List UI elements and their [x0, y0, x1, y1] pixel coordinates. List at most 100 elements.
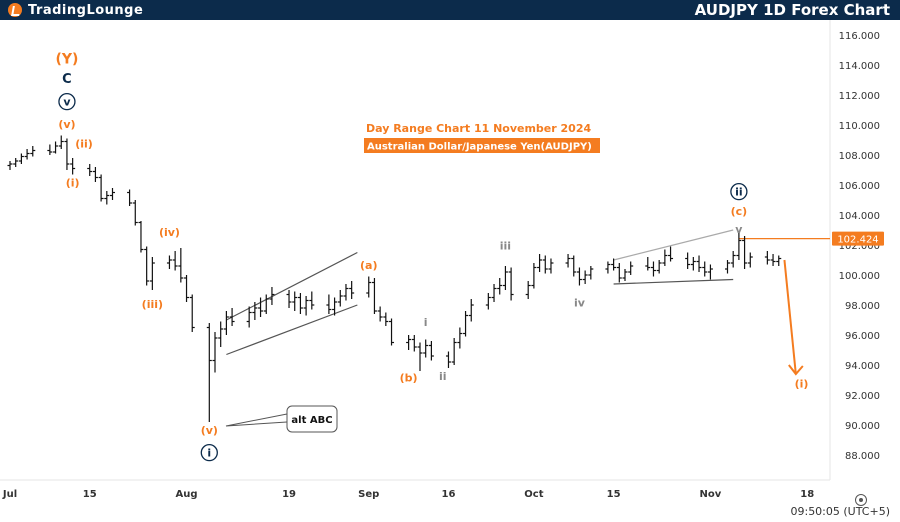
candle — [502, 266, 508, 290]
price-chart[interactable]: 88.000 90.000 92.000 94.000 96.000 98.000 100.… — [0, 20, 900, 522]
candle — [668, 246, 674, 262]
wave-label: (ii) — [75, 138, 93, 151]
x-tick-label: 15 — [83, 489, 97, 500]
wave-label: (b) — [400, 372, 418, 385]
candle — [206, 323, 212, 422]
candle — [189, 294, 195, 332]
candle — [571, 255, 577, 277]
y-tick-label: 116.000 — [839, 31, 880, 42]
x-tick-label: 19 — [282, 489, 296, 500]
candle — [371, 278, 377, 314]
forecast-arrow — [783, 259, 797, 375]
candle — [132, 200, 138, 226]
candle — [366, 276, 372, 298]
logo: TradingLounge — [8, 2, 143, 18]
candle — [98, 174, 104, 202]
candle — [309, 291, 315, 310]
candle — [406, 335, 412, 350]
candle — [13, 158, 19, 167]
candle — [685, 252, 691, 269]
wave-label: (iii) — [142, 298, 163, 311]
wave-label: (v) — [201, 424, 218, 437]
candle — [223, 311, 229, 335]
candle — [389, 318, 395, 346]
y-tick-label: 110.000 — [839, 121, 880, 132]
subtitle-date: Day Range Chart 11 November 2024 — [366, 122, 591, 135]
candle — [349, 281, 355, 299]
candle — [742, 236, 748, 269]
x-tick-label: 18 — [800, 489, 814, 500]
subtitle-pair-bg — [364, 138, 600, 153]
x-tick-label: Nov — [700, 489, 722, 500]
wave-label: i — [424, 316, 428, 329]
candle — [58, 135, 64, 149]
candle — [229, 308, 235, 326]
trendline-triangle-upper — [613, 229, 734, 261]
candle — [611, 258, 617, 271]
candle — [628, 261, 634, 275]
candle — [292, 291, 298, 311]
callout-pointer — [225, 413, 288, 427]
candle — [696, 255, 702, 272]
candle — [258, 297, 264, 317]
x-tick-label: Aug — [176, 489, 198, 500]
candle — [725, 260, 730, 274]
y-tick-label: 90.000 — [845, 421, 880, 432]
candle — [576, 267, 582, 286]
x-tick-label: Jul — [2, 489, 17, 500]
candle — [445, 351, 451, 368]
candle — [110, 188, 115, 200]
candle — [656, 260, 662, 274]
candle — [730, 251, 736, 268]
wave-label: (Y) — [55, 52, 78, 68]
candle — [736, 233, 742, 260]
candle — [463, 311, 469, 337]
wave-label-circle — [200, 443, 218, 462]
candle — [417, 342, 423, 371]
candle — [537, 254, 543, 272]
wave-label: (a) — [360, 259, 377, 272]
candle — [70, 158, 76, 175]
candle — [451, 338, 457, 365]
wave-label: (c) — [731, 205, 748, 218]
header-bar: TradingLounge AUDJPY 1D Forex Chart — [0, 0, 900, 20]
trendline-channel-lower — [226, 304, 358, 356]
candle — [286, 290, 292, 308]
candle — [166, 255, 172, 269]
y-tick-label: 100.000 — [839, 271, 880, 282]
candle — [303, 296, 309, 316]
candle — [269, 287, 275, 305]
candle — [377, 306, 383, 322]
candle — [263, 294, 269, 314]
wave-label: (i) — [795, 378, 809, 391]
candle — [178, 248, 184, 283]
settings-gear-icon[interactable] — [855, 494, 867, 506]
candle — [650, 261, 656, 277]
wave-label: ii — [439, 370, 447, 383]
y-tick-label: 104.000 — [839, 211, 880, 222]
candle — [588, 266, 594, 280]
candle — [218, 321, 224, 347]
wave-label: (i) — [66, 177, 80, 190]
trendline-channel-upper — [226, 251, 358, 321]
candle — [47, 144, 53, 155]
time-readout: 09:50:05 (UTC+5) — [790, 505, 890, 518]
candle — [776, 255, 782, 266]
candle — [485, 293, 491, 310]
candle — [531, 263, 537, 289]
logo-icon — [8, 3, 22, 17]
candle — [428, 341, 434, 361]
candle — [605, 261, 611, 274]
wave-label: iii — [500, 240, 511, 253]
candle — [491, 284, 497, 302]
candle — [616, 263, 622, 283]
wave-label-circle — [730, 182, 748, 201]
y-tick-label: 108.000 — [839, 151, 880, 162]
candle — [542, 255, 548, 274]
chart-title: AUDJPY 1D Forex Chart — [694, 1, 890, 19]
candle — [104, 191, 110, 205]
candle — [764, 251, 770, 265]
forecast-arrow-head — [788, 364, 804, 376]
x-tick-label: 15 — [607, 489, 621, 500]
y-tick-label: 92.000 — [845, 391, 880, 402]
